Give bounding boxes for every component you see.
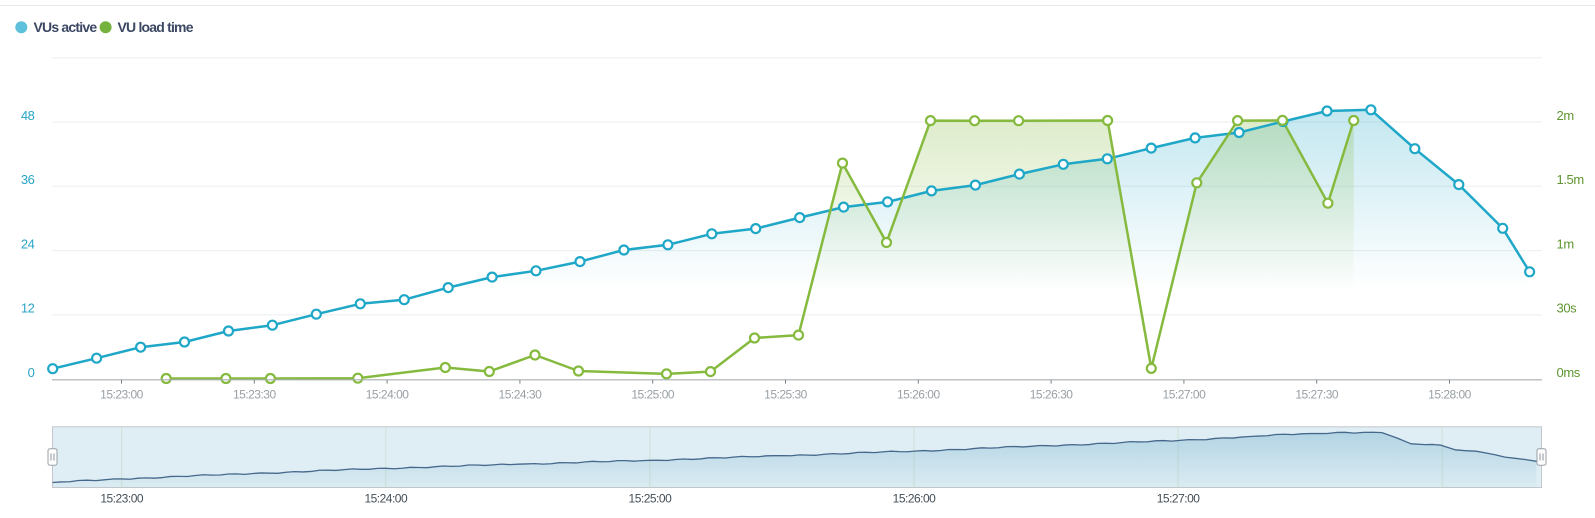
svg-text:0ms: 0ms xyxy=(1557,365,1581,380)
svg-text:1m: 1m xyxy=(1557,236,1574,251)
svg-text:15:28:00: 15:28:00 xyxy=(1428,388,1472,402)
svg-text:15:25:00: 15:25:00 xyxy=(631,388,675,402)
svg-text:15:26:30: 15:26:30 xyxy=(1030,388,1074,402)
svg-text:15:27:30: 15:27:30 xyxy=(1295,388,1339,402)
svg-text:15:26:00: 15:26:00 xyxy=(897,388,941,402)
svg-text:30s: 30s xyxy=(1557,301,1578,316)
svg-text:15:26:00: 15:26:00 xyxy=(893,492,937,506)
svg-text:15:23:30: 15:23:30 xyxy=(233,388,277,402)
svg-text:15:27:00: 15:27:00 xyxy=(1163,388,1207,402)
svg-text:24: 24 xyxy=(21,236,35,251)
svg-text:15:27:00: 15:27:00 xyxy=(1157,492,1201,506)
svg-text:0: 0 xyxy=(28,365,35,380)
svg-text:15:23:00: 15:23:00 xyxy=(100,492,144,506)
svg-text:15:24:30: 15:24:30 xyxy=(499,388,543,402)
svg-text:2m: 2m xyxy=(1557,108,1574,123)
svg-text:12: 12 xyxy=(21,301,35,316)
svg-text:VU load time: VU load time xyxy=(118,19,194,35)
svg-text:36: 36 xyxy=(21,172,35,187)
svg-text:15:25:30: 15:25:30 xyxy=(764,388,808,402)
svg-text:15:25:00: 15:25:00 xyxy=(629,492,673,506)
svg-text:48: 48 xyxy=(21,108,35,123)
svg-text:1.5m: 1.5m xyxy=(1557,172,1584,187)
svg-text:15:24:00: 15:24:00 xyxy=(366,388,410,402)
svg-text:VUs active: VUs active xyxy=(34,19,98,35)
svg-text:15:24:00: 15:24:00 xyxy=(364,492,408,506)
svg-text:15:23:00: 15:23:00 xyxy=(100,388,144,402)
